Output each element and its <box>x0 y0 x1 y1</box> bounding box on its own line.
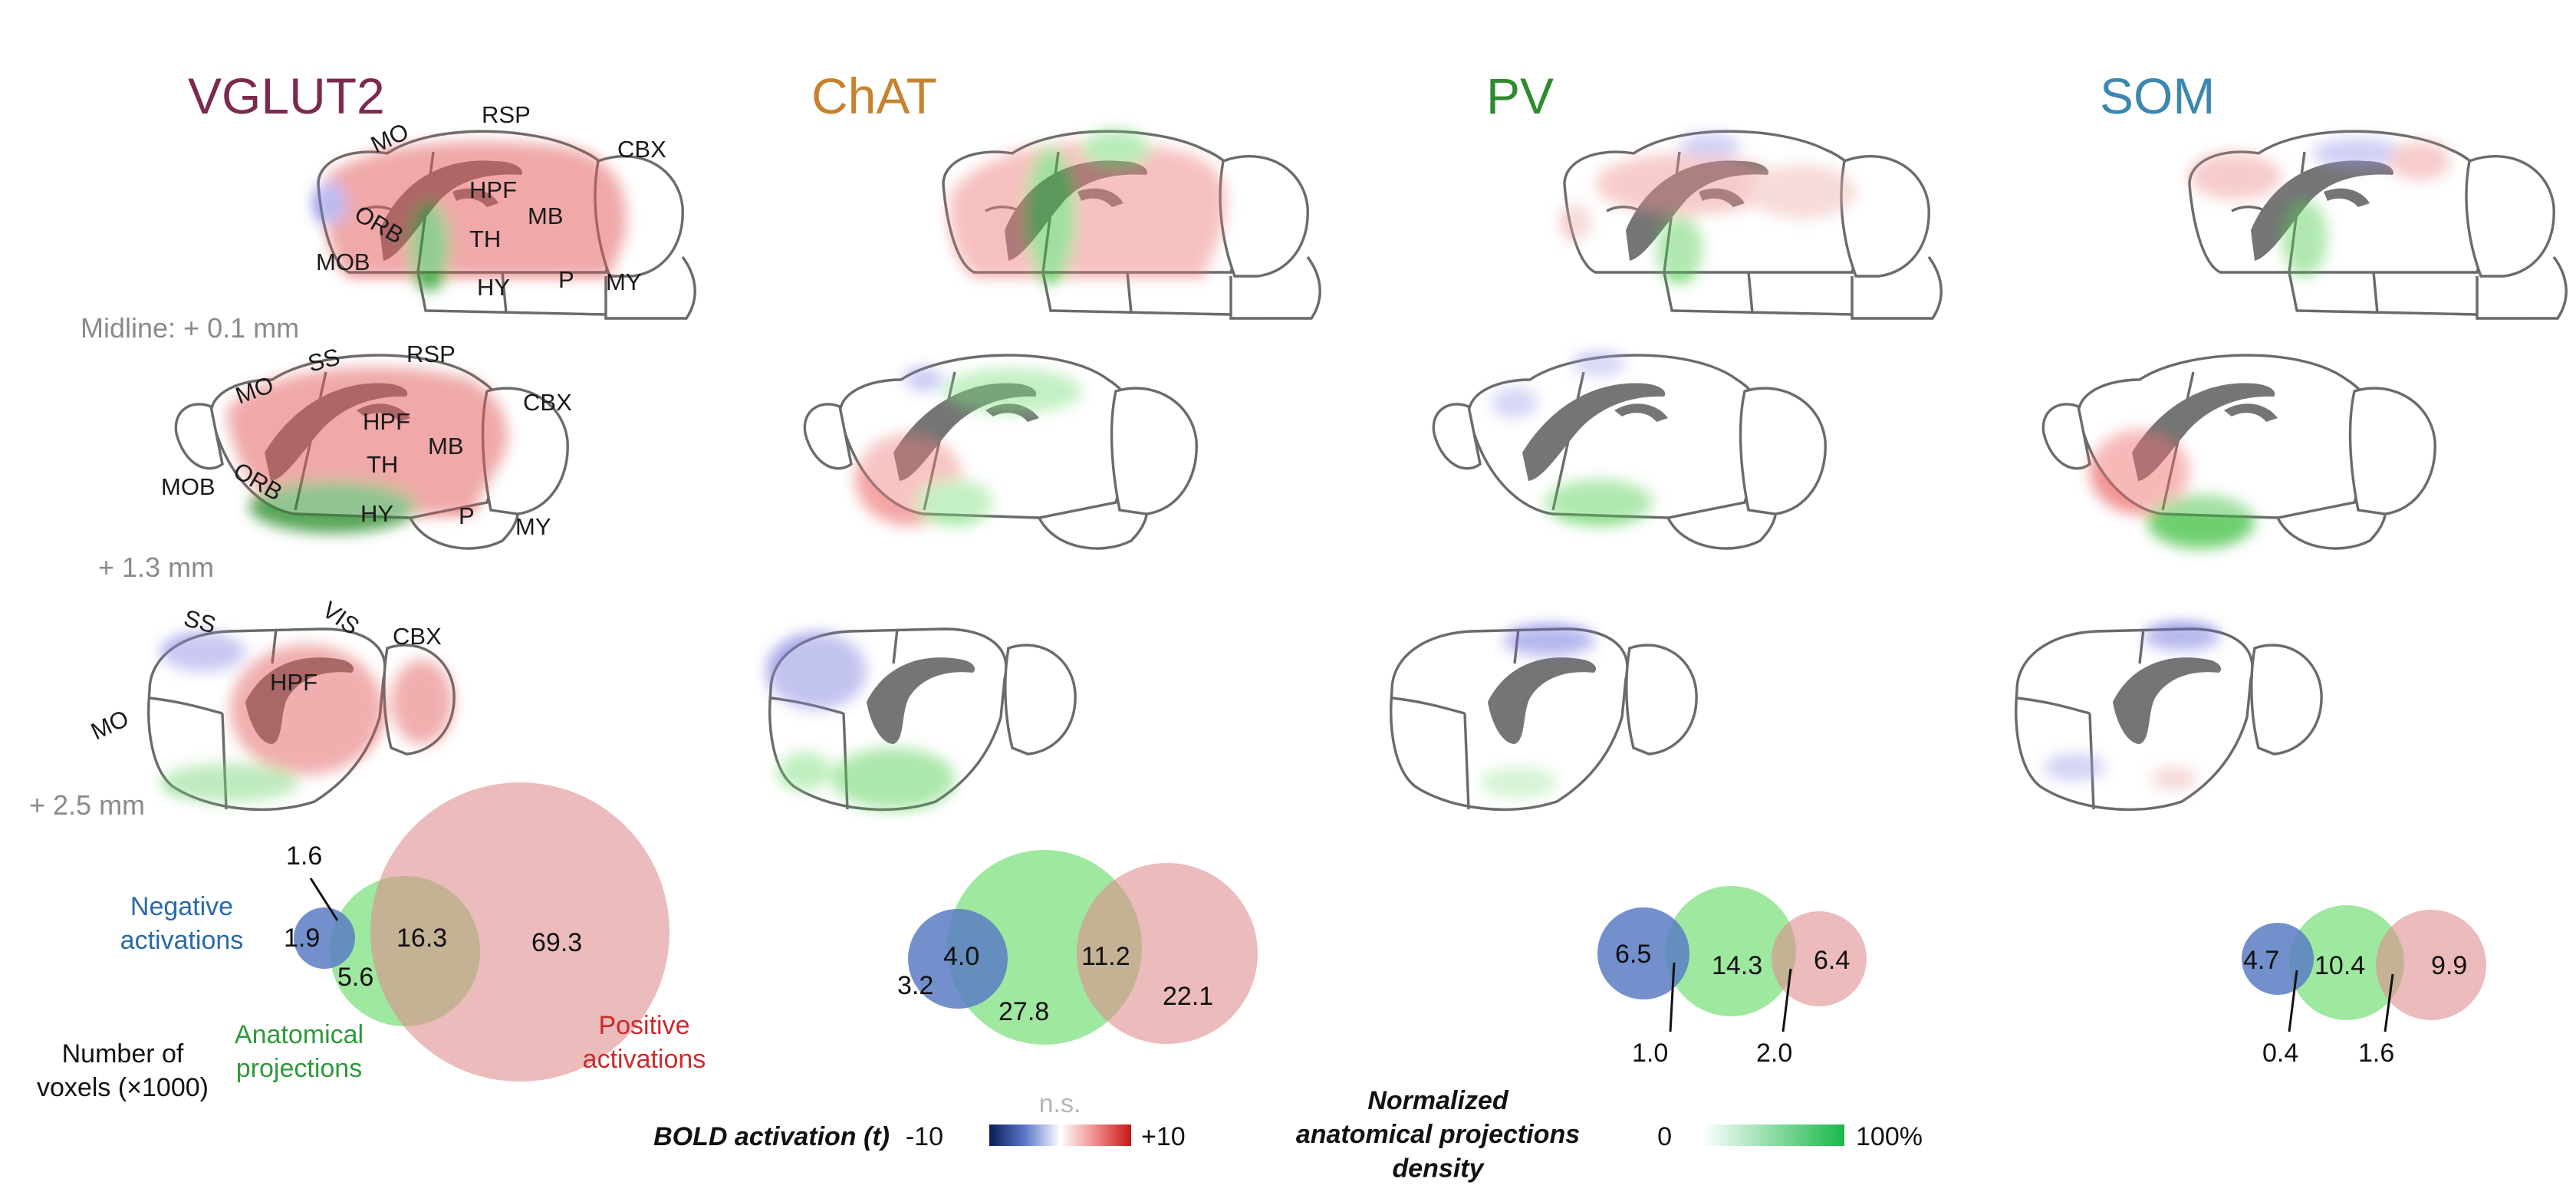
bold-colorbar-gradient <box>989 1124 1131 1146</box>
vglut2-section-1-3mm <box>176 355 568 548</box>
callout-line <box>2288 970 2298 1032</box>
venn-value: 11.2 <box>1081 942 1130 971</box>
venn-legend: Negative activations Anatomical projection… <box>37 892 706 1102</box>
anat-colorbar-max: 100% <box>1856 1122 1923 1151</box>
label-ss-3: SS <box>181 604 219 639</box>
som-section-2-5mm <box>2016 623 2321 809</box>
anat-colorbar-gradient <box>1703 1124 1844 1146</box>
venn-positive <box>370 782 669 1082</box>
venn-value: 1.9 <box>284 924 320 953</box>
venn-value: 22.1 <box>1163 982 1213 1011</box>
label-rsp-2: RSP <box>406 341 456 367</box>
column-title-pv: PV <box>1486 68 1554 124</box>
bold-colorbar: BOLD activation (t) -10 +10 n.s. <box>653 1089 1186 1151</box>
venn-negative <box>908 909 1008 1009</box>
column-title-chat: ChAT <box>811 68 937 124</box>
callout-line <box>309 878 339 921</box>
anat-colorbar: Normalized anatomical projections density … <box>1296 1086 1923 1183</box>
venn-positive <box>2376 910 2486 1020</box>
legend-voxels: Number of voxels (×1000) <box>37 1039 209 1102</box>
bold-colorbar-max: +10 <box>1141 1122 1186 1151</box>
level-1-3mm: + 1.3 mm <box>98 552 214 583</box>
venn-value: 1.6 <box>286 841 322 871</box>
venn-chat: 4.0 3.2 27.8 11.2 22.1 <box>897 850 1258 1045</box>
label-cbx-3: CBX <box>393 623 442 650</box>
label-mob: MOB <box>316 249 370 275</box>
venn-som: 4.7 10.4 9.9 0.4 1.6 <box>2242 905 2486 1068</box>
legend-positive: Positive activations <box>583 1011 706 1074</box>
callout-line <box>2384 973 2394 1032</box>
label-mb-2: MB <box>428 433 464 459</box>
venn-positive <box>1772 911 1867 1006</box>
label-hpf-2: HPF <box>363 408 410 435</box>
label-th-2: TH <box>367 451 398 478</box>
venn-value: 10.4 <box>2314 951 2365 980</box>
venn-value: 4.0 <box>943 942 979 971</box>
venn-vglut2: 1.6 1.9 5.6 16.3 69.3 <box>284 782 669 1082</box>
venn-anatomical <box>2289 905 2404 1020</box>
pv-section-2-5mm <box>1391 625 1696 809</box>
venn-value: 6.4 <box>1814 946 1850 975</box>
venn-negative <box>1597 907 1689 999</box>
label-cbx: CBX <box>617 136 666 163</box>
venn-value: 1.0 <box>1632 1039 1668 1068</box>
label-hpf: HPF <box>469 176 517 203</box>
venn-value: 14.3 <box>1712 951 1762 980</box>
venn-value: 6.5 <box>1615 940 1651 969</box>
label-mob-2: MOB <box>161 473 215 500</box>
chat-section-2-5mm <box>767 629 1075 809</box>
label-mo-3: MO <box>87 705 133 746</box>
venn-value: 4.7 <box>2243 946 2279 975</box>
label-cbx-2: CBX <box>523 389 572 416</box>
venn-value: 69.3 <box>531 928 582 957</box>
pv-section-midline <box>1561 131 1941 318</box>
pv-section-1-3mm <box>1433 353 1825 548</box>
venn-value: 3.2 <box>897 971 933 1000</box>
label-p-2: P <box>459 502 475 529</box>
label-mb: MB <box>528 203 564 229</box>
som-section-midline <box>2189 131 2566 318</box>
vglut2-section-midline <box>313 131 695 318</box>
label-hy-2: HY <box>360 500 393 527</box>
som-section-1-3mm <box>2043 355 2435 548</box>
venn-value: 2.0 <box>1756 1039 1792 1068</box>
anat-colorbar-min: 0 <box>1657 1122 1672 1151</box>
callout-line <box>1669 962 1676 1032</box>
bold-colorbar-min: -10 <box>906 1122 943 1151</box>
venn-value: 0.4 <box>2262 1039 2298 1068</box>
legend-anatomical: Anatomical projections <box>235 1020 364 1083</box>
chat-section-1-3mm <box>804 355 1196 548</box>
label-rsp: RSP <box>482 101 531 128</box>
venn-value: 1.6 <box>2358 1039 2394 1068</box>
label-my-2: MY <box>515 513 551 540</box>
label-th: TH <box>469 226 501 252</box>
venn-value: 16.3 <box>396 924 447 953</box>
label-hy: HY <box>477 274 510 301</box>
venn-value: 9.9 <box>2431 951 2467 980</box>
chat-section-midline <box>943 130 1320 318</box>
column-title-vglut2: VGLUT2 <box>188 68 385 124</box>
level-2-5mm: + 2.5 mm <box>29 789 145 821</box>
bold-colorbar-label: BOLD activation (t) <box>653 1122 890 1151</box>
venn-value: 5.6 <box>337 963 373 992</box>
label-hpf-3: HPF <box>270 669 317 696</box>
callout-line <box>1781 968 1792 1032</box>
venn-value: 27.8 <box>998 997 1049 1026</box>
venn-anatomical <box>1666 886 1796 1016</box>
vglut2-section-2-5mm <box>149 629 454 809</box>
venn-pv: 6.5 14.3 6.4 1.0 2.0 <box>1597 886 1867 1068</box>
column-title-som: SOM <box>2100 68 2215 124</box>
venn-negative <box>294 907 355 969</box>
bold-colorbar-ns: n.s. <box>1039 1089 1081 1118</box>
anat-colorbar-label: Normalized anatomical projections density <box>1296 1086 1580 1183</box>
label-p: P <box>558 266 574 293</box>
legend-negative: Negative activations <box>120 892 244 955</box>
level-midline: Midline: + 0.1 mm <box>81 312 299 344</box>
venn-positive <box>1077 863 1258 1044</box>
label-my: MY <box>606 268 642 295</box>
